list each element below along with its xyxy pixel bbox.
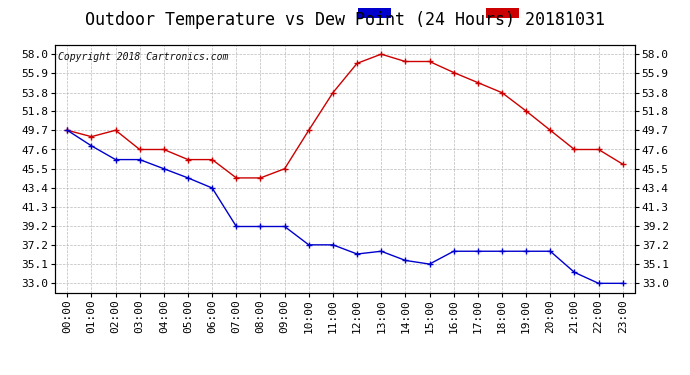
Text: Copyright 2018 Cartronics.com: Copyright 2018 Cartronics.com <box>58 53 228 62</box>
Legend: Dew Point (°F), Temperature (°F): Dew Point (°F), Temperature (°F) <box>355 6 629 21</box>
Text: Outdoor Temperature vs Dew Point (24 Hours) 20181031: Outdoor Temperature vs Dew Point (24 Hou… <box>85 11 605 29</box>
